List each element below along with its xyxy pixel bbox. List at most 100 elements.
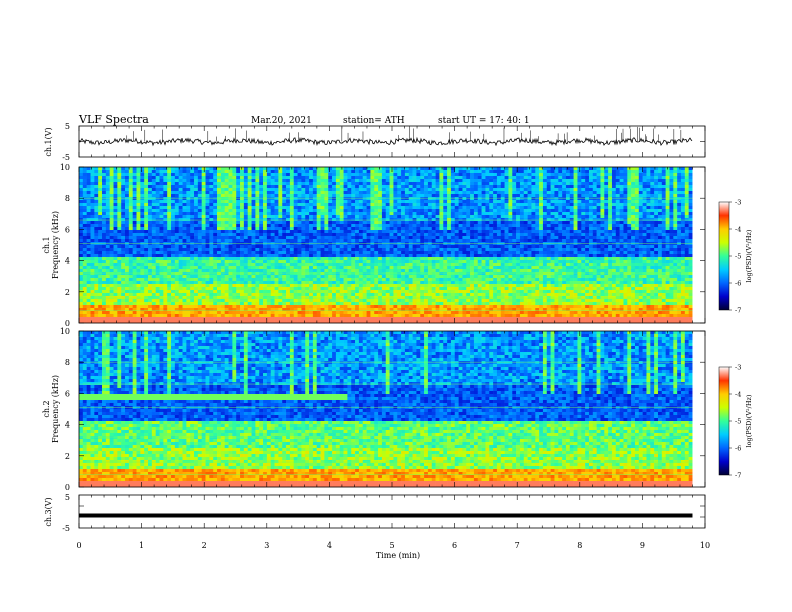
spectrogram-cell (186, 257, 191, 261)
spectrogram-cell (266, 218, 272, 222)
spectrogram-cell (615, 176, 620, 180)
spectrogram-cell (473, 170, 479, 174)
spectrogram-cell (79, 251, 84, 255)
spectrogram-cell (132, 236, 137, 240)
spectrogram-cell (631, 182, 636, 186)
spectrogram-cell (608, 185, 613, 189)
spectrogram-cell (339, 221, 344, 225)
spectrogram-cell (259, 176, 264, 180)
spectrogram-cell (217, 167, 222, 171)
spectrogram-cell (362, 254, 367, 258)
spectrogram-cell (393, 203, 398, 207)
spectrogram-cell (151, 236, 156, 240)
spectrogram-cell (447, 254, 452, 258)
spectrogram-cell (309, 200, 314, 204)
spectrogram-cell (190, 236, 195, 240)
spectrogram-cell (397, 203, 402, 207)
spectrogram-cell (366, 230, 371, 234)
spectrogram-cell (604, 227, 609, 231)
spectrogram-cell (454, 176, 459, 180)
spectrogram-cell (600, 194, 605, 198)
spectrogram-cell (374, 248, 379, 252)
spectrogram-cell (163, 197, 168, 201)
spectrogram-cell (332, 167, 337, 171)
spectrogram-cell (654, 179, 659, 183)
spectrogram-cell (638, 200, 643, 204)
spectrogram-cell (512, 230, 517, 234)
spectrogram-cell (412, 239, 417, 243)
spectrogram-cell (155, 224, 160, 228)
spectrogram-cell (408, 173, 413, 177)
spectrogram-cell (167, 218, 172, 222)
spectrogram-cell (232, 176, 237, 180)
spectrogram-cell (343, 212, 348, 216)
spectrogram-cell (335, 254, 341, 258)
spectrogram-cell (385, 230, 390, 234)
spectrogram-cell (167, 191, 172, 195)
spectrogram-cell (305, 233, 310, 237)
spectrogram-cell (481, 239, 486, 243)
spectrogram-cell (125, 167, 130, 171)
spectrogram-cell (190, 173, 195, 177)
spectrogram-cell (669, 203, 674, 207)
spectrogram-cell (320, 230, 325, 234)
spectrogram-cell (638, 248, 643, 252)
spectrogram-cell (454, 197, 459, 201)
spectrogram-cell (569, 203, 574, 207)
spectrogram-cell (305, 218, 310, 222)
spectrogram-cell (565, 218, 571, 222)
spectrogram-cell (527, 191, 532, 195)
spectrogram-cell (638, 239, 643, 243)
spectrogram-cell (228, 188, 233, 192)
spectrogram-cell (163, 254, 168, 258)
spectrogram-cell (588, 230, 594, 234)
spectrogram-cell (473, 251, 479, 255)
spectrogram-cell (569, 185, 574, 189)
spectrogram-cell (374, 230, 379, 234)
spectrogram-cell (335, 191, 341, 195)
spectrogram-cell (631, 179, 636, 183)
spectrogram-cell (102, 227, 107, 231)
spectrogram-cell (669, 200, 674, 204)
spectrogram-cell (596, 230, 601, 234)
spectrogram-cell (634, 227, 640, 231)
spectrogram-cell (247, 248, 252, 252)
spectrogram-cell (680, 227, 686, 231)
spectrogram-cell (105, 176, 110, 180)
spectrogram-cell (523, 236, 528, 240)
spectrogram-cell (86, 218, 91, 222)
spectrogram-cell (554, 227, 559, 231)
spectrogram-cell (240, 170, 245, 174)
spectrogram-cell (151, 215, 156, 219)
spectrogram-cell (117, 206, 122, 210)
spectrogram-cell (588, 188, 594, 192)
spectrogram-cell (274, 173, 279, 177)
spectrogram-cell (688, 236, 693, 240)
spectrogram-cell (90, 176, 95, 180)
spectrogram-cell (278, 182, 283, 186)
spectrogram-cell (477, 248, 482, 252)
spectrogram-cell (286, 221, 291, 225)
spectrogram-cell (278, 254, 283, 258)
spectrogram-cell (642, 233, 647, 237)
spectrogram-cell (458, 212, 463, 216)
spectrogram-cell (592, 170, 597, 174)
spectrogram-cell (220, 257, 225, 261)
spectrogram-cell (259, 224, 264, 228)
spectrogram-cell (646, 182, 651, 186)
spectrogram-cell (493, 233, 498, 237)
spectrogram-cell (259, 200, 264, 204)
spectrogram-cell (596, 182, 601, 186)
spectrogram-cell (125, 239, 130, 243)
spectrogram-cell (539, 218, 544, 222)
spectrogram-cell (650, 170, 655, 174)
spectrogram-cell (523, 239, 528, 243)
spectrogram-cell (105, 194, 110, 198)
spectrogram-cell (435, 191, 440, 195)
spectrogram-cell (554, 170, 559, 174)
spectrogram-cell (661, 176, 666, 180)
spectrogram-cell (209, 173, 214, 177)
spectrogram-cell (673, 194, 678, 198)
spectrogram-cell (493, 245, 498, 249)
spectrogram-cell (270, 206, 275, 210)
